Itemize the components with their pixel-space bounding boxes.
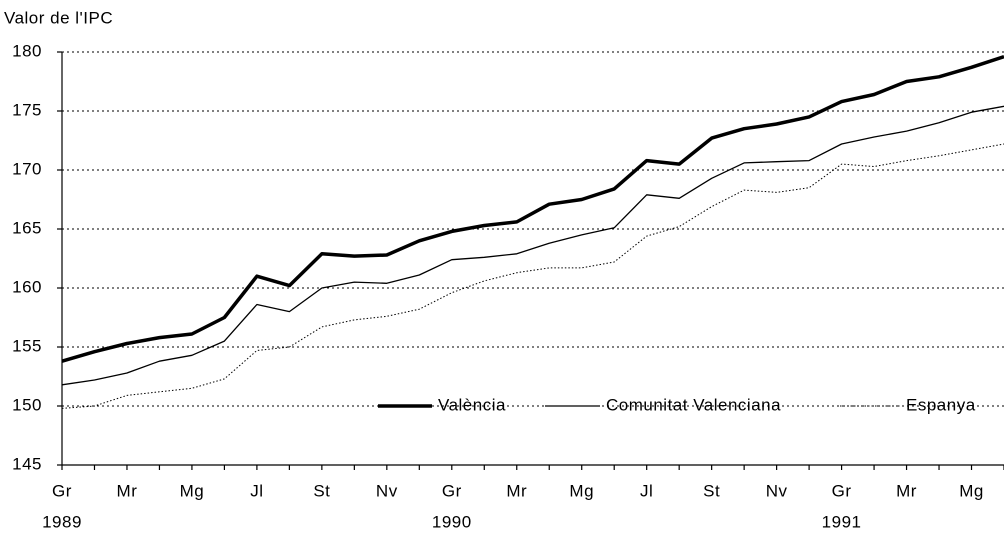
series-line xyxy=(61,143,1004,409)
y-tick-label: 175 xyxy=(12,100,42,119)
legend-label: València xyxy=(438,395,506,414)
y-tick-label: 150 xyxy=(12,395,42,414)
y-tick-label: 165 xyxy=(12,218,42,237)
x-tick-label: Mr xyxy=(117,481,138,500)
series-line xyxy=(61,105,1004,386)
x-tick-label: Mg xyxy=(180,481,205,500)
chart-title: Valor de l'IPC xyxy=(4,8,113,27)
year-label: 1990 xyxy=(432,512,472,531)
x-tick-label: Jl xyxy=(250,481,263,500)
x-tick-label: Nv xyxy=(376,481,398,500)
y-tick-label: 170 xyxy=(12,159,42,178)
x-tick-label: Mg xyxy=(959,481,984,500)
series-line xyxy=(61,55,1004,363)
x-tick-label: St xyxy=(703,481,720,500)
x-tick-label: St xyxy=(313,481,330,500)
x-tick-label: Gr xyxy=(832,481,852,500)
x-tick-label: Mr xyxy=(896,481,917,500)
x-tick-label: Mg xyxy=(569,481,594,500)
legend-label: Espanya xyxy=(906,395,976,414)
legend-label: Comunitat Valenciana xyxy=(606,395,781,414)
year-label: 1991 xyxy=(822,512,862,531)
year-label: 1989 xyxy=(42,512,82,531)
x-tick-label: Jl xyxy=(640,481,653,500)
y-tick-label: 180 xyxy=(12,41,42,60)
x-tick-label: Nv xyxy=(766,481,788,500)
y-tick-label: 160 xyxy=(12,277,42,296)
x-tick-label: Gr xyxy=(52,481,72,500)
x-tick-label: Mr xyxy=(506,481,527,500)
x-tick-label: Gr xyxy=(442,481,462,500)
y-tick-label: 155 xyxy=(12,336,42,355)
y-tick-label: 145 xyxy=(12,454,42,473)
